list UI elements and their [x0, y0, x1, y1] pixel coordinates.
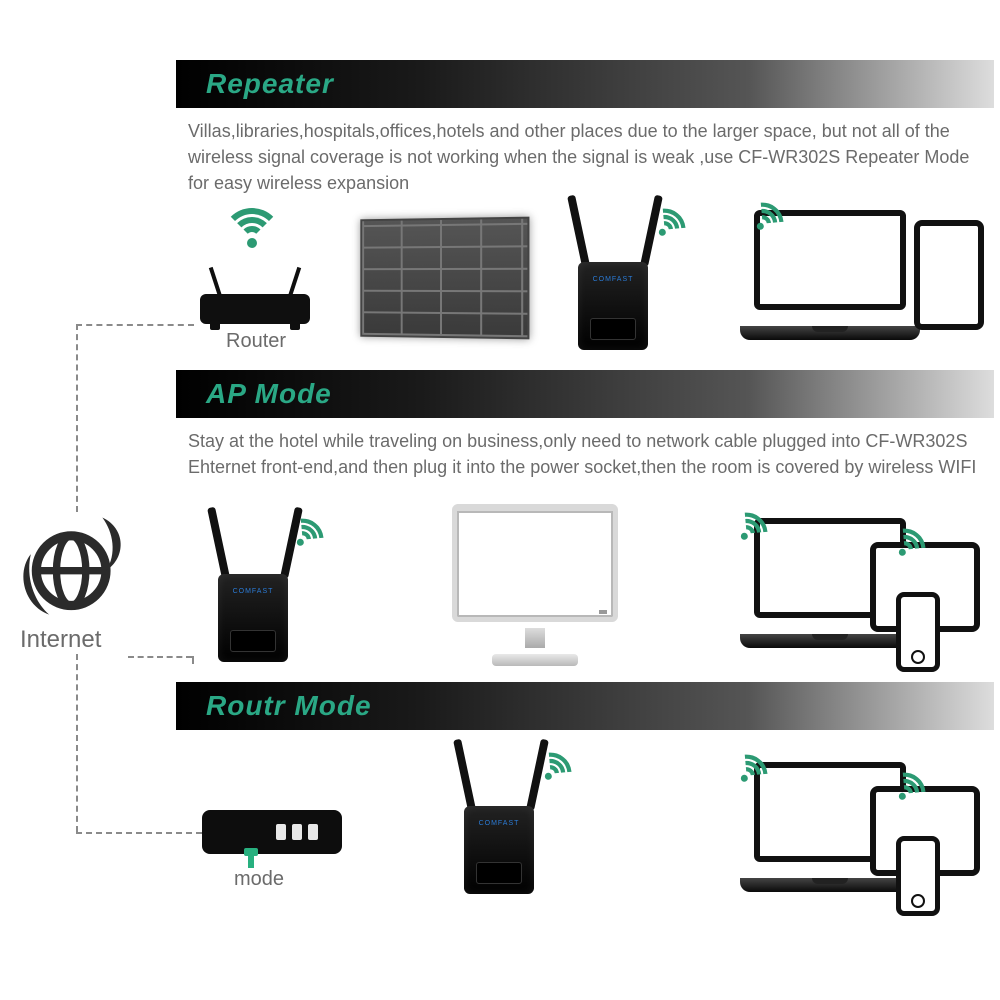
- dashed-line: [128, 656, 192, 658]
- dashed-line: [76, 654, 78, 832]
- internet-icon: [18, 512, 128, 622]
- brick-wall-icon: [360, 217, 529, 340]
- internet-label: Internet: [20, 626, 101, 654]
- router-label: Router: [226, 330, 286, 353]
- devices-cluster-icon: [740, 752, 980, 922]
- repeater-header: Repeater: [176, 60, 994, 108]
- modem-icon: [202, 810, 342, 854]
- repeater-description: Villas,libraries,hospitals,offices,hotel…: [188, 118, 988, 196]
- dashed-line: [76, 324, 78, 512]
- router-mode-header: Routr Mode: [176, 682, 994, 730]
- modem-label: mode: [234, 868, 284, 891]
- dashed-line: [192, 656, 194, 664]
- ap-header: AP Mode: [176, 370, 994, 418]
- wifi-icon: [222, 208, 282, 268]
- monitor-icon: [440, 504, 630, 674]
- devices-cluster-icon: [740, 508, 980, 678]
- dashed-line: [76, 324, 194, 326]
- dashed-line: [76, 832, 202, 834]
- ap-description: Stay at the hotel while traveling on bus…: [188, 428, 978, 480]
